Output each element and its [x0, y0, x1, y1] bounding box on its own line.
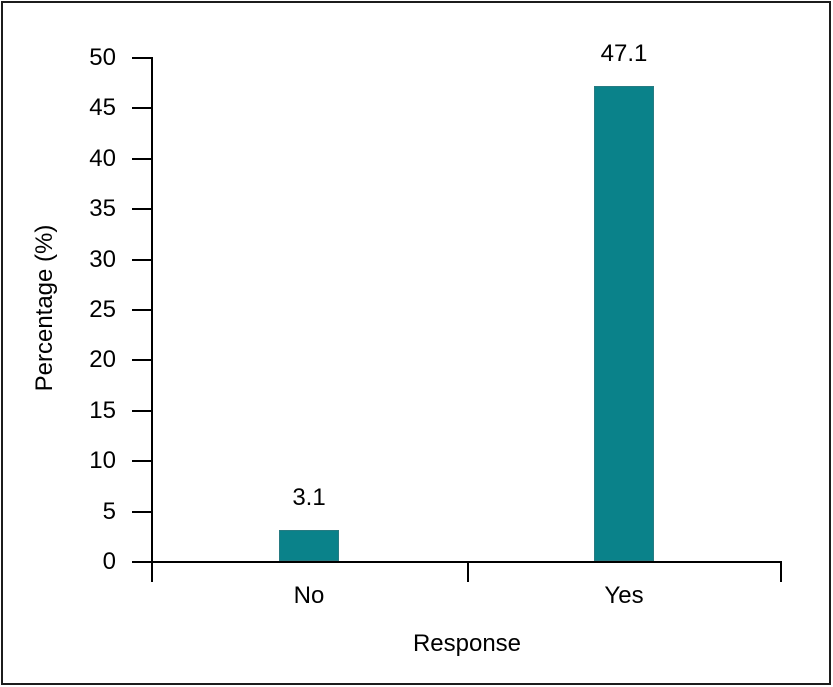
- y-tick: [132, 410, 151, 412]
- y-tick: [132, 208, 151, 210]
- y-tick-label: 20: [89, 346, 116, 373]
- y-tick: [132, 511, 151, 513]
- x-category-label: Yes: [604, 582, 644, 609]
- y-tick-label: 40: [89, 145, 116, 172]
- y-tick: [132, 259, 151, 261]
- y-tick-label: 0: [102, 548, 116, 575]
- y-tick-label: 35: [89, 195, 116, 222]
- y-tick-label: 15: [89, 397, 116, 424]
- bar-value-label: 47.1: [600, 40, 648, 67]
- y-tick-label: 5: [102, 498, 116, 525]
- y-tick: [132, 107, 151, 109]
- bar-value-label: 3.1: [292, 484, 326, 511]
- x-axis-line: [151, 561, 782, 563]
- x-tick: [780, 563, 782, 582]
- y-tick: [132, 57, 151, 59]
- y-tick: [132, 561, 151, 563]
- x-tick: [467, 563, 469, 582]
- y-tick: [132, 359, 151, 361]
- y-tick: [132, 158, 151, 160]
- x-axis-title: Response: [412, 630, 522, 657]
- y-tick-label: 25: [89, 296, 116, 323]
- bar: [279, 530, 339, 561]
- x-tick: [151, 563, 153, 582]
- x-category-label: No: [293, 582, 325, 609]
- y-tick-label: 50: [89, 44, 116, 71]
- y-tick: [132, 460, 151, 462]
- y-tick-label: 45: [89, 94, 116, 121]
- y-tick-label: 10: [89, 447, 116, 474]
- y-tick-label: 30: [89, 246, 116, 273]
- y-axis-line: [151, 57, 153, 563]
- y-tick: [132, 309, 151, 311]
- bar: [594, 86, 654, 561]
